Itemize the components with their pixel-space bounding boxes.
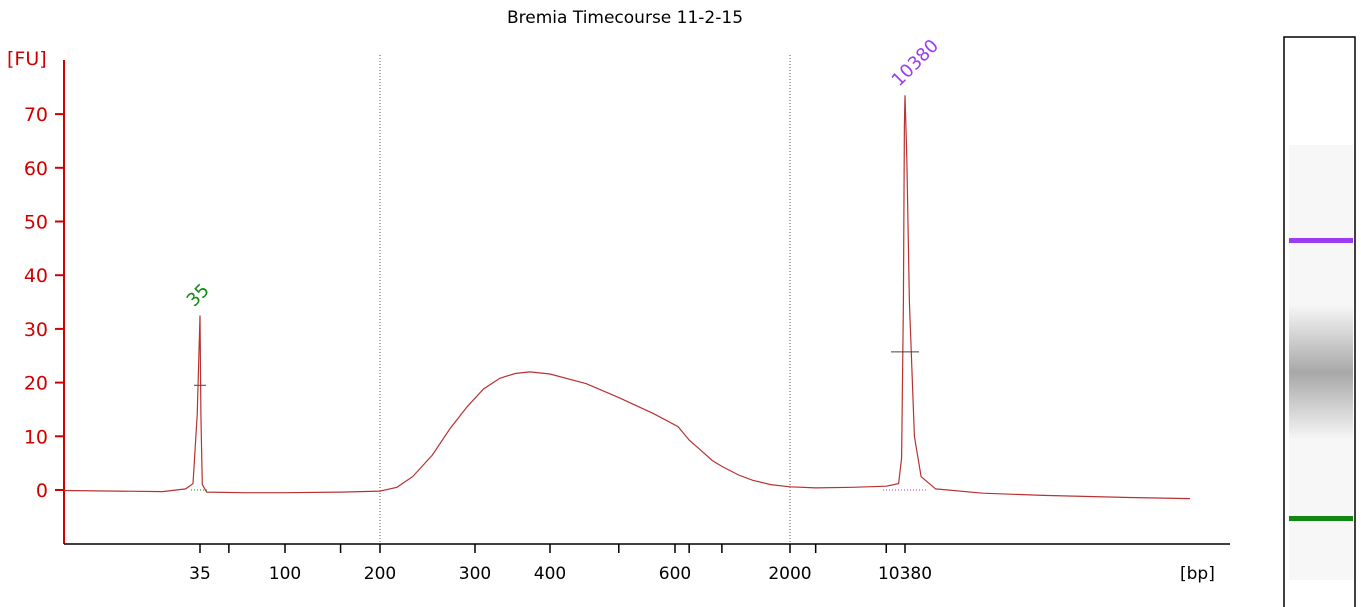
chart-title: Bremia Timecourse 11-2-15 — [507, 8, 743, 28]
gel-smear — [1289, 305, 1353, 440]
y-tick-label: 30 — [24, 319, 48, 341]
x-tick-label: 400 — [534, 564, 566, 584]
x-tick-label: 2000 — [768, 564, 811, 584]
x-axis-ticks: 35 100 200 300 400 600 2000 10380 — [189, 544, 932, 584]
gel-lane — [1283, 36, 1356, 607]
y-tick-label: 50 — [24, 212, 48, 234]
x-axis-unit: [bp] — [1180, 564, 1215, 584]
x-tick-label: 200 — [364, 564, 396, 584]
x-tick-label: 600 — [659, 564, 691, 584]
peak-label: 10380 — [888, 35, 943, 90]
fluorescence-trace — [63, 95, 1191, 500]
y-tick-label: 0 — [36, 480, 48, 502]
x-tick-label: 100 — [269, 564, 301, 584]
x-tick-label: 300 — [459, 564, 491, 584]
x-tick-label: 35 — [189, 564, 211, 584]
y-tick-label: 20 — [24, 373, 48, 395]
y-tick-label: 40 — [24, 265, 48, 287]
gel-band-upper-marker — [1289, 238, 1353, 243]
plot-area: 0 10 20 30 40 50 60 70 35 100 200 300 400 600 2000 103… — [7, 35, 1230, 584]
y-tick-label: 70 — [24, 104, 48, 126]
y-axis-unit: [FU] — [7, 48, 47, 70]
peak-label: 35 — [183, 280, 214, 311]
x-tick-label: 10380 — [878, 564, 932, 584]
y-tick-label: 60 — [24, 158, 48, 180]
y-axis-ticks: 0 10 20 30 40 50 60 70 — [24, 104, 64, 502]
peak-annotations: 35 10380 — [183, 35, 943, 491]
y-tick-label: 10 — [24, 426, 48, 448]
gel-band-lower-marker — [1289, 516, 1353, 521]
